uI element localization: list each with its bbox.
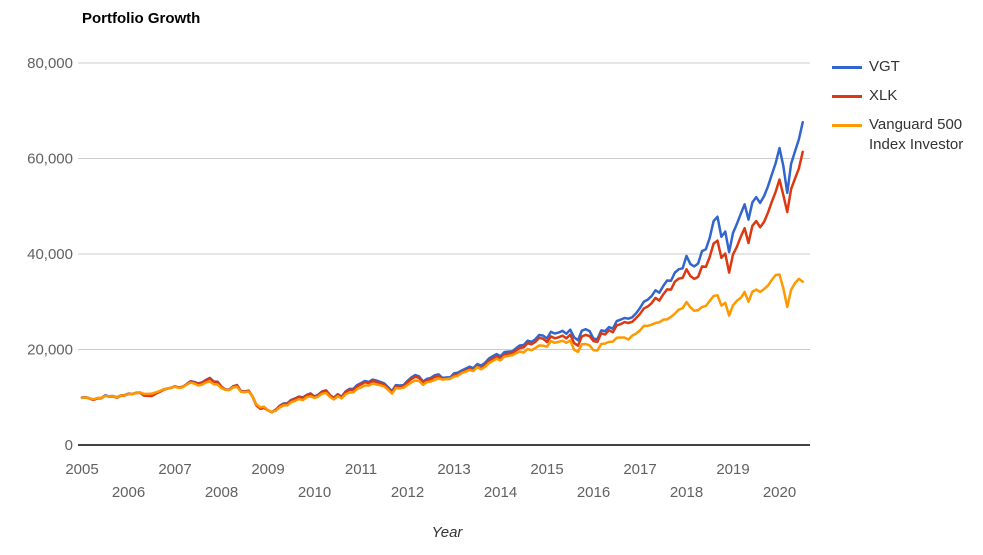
y-tick-label: 80,000 <box>27 55 73 72</box>
x-tick-label: 2013 <box>437 461 470 478</box>
legend-label: XLK <box>869 87 898 104</box>
x-tick-label: 2014 <box>484 484 517 501</box>
series-line-xlk <box>80 150 804 414</box>
x-tick-label: 2020 <box>763 484 796 501</box>
legend: VGT XLK Vanguard 500 Index Investor <box>832 57 982 164</box>
x-tick-label: 2009 <box>251 461 284 478</box>
legend-swatch <box>832 66 862 69</box>
y-tick-label: 0 <box>65 437 73 454</box>
series-lines <box>80 120 804 414</box>
x-tick-label: 2005 <box>65 461 98 478</box>
x-tick-label: 2017 <box>623 461 656 478</box>
legend-swatch <box>832 124 862 127</box>
x-axis-title: Year <box>432 524 464 541</box>
x-tick-label: 2019 <box>716 461 749 478</box>
legend-swatch <box>832 95 862 98</box>
x-tick-label: 2018 <box>670 484 703 501</box>
x-tick-label: 2012 <box>391 484 424 501</box>
x-tick-label: 2007 <box>158 461 191 478</box>
x-axis-labels: 2005 2006 2007 2008 2009 2010 2011 2012 2013 2014… <box>65 461 796 501</box>
x-tick-label: 2016 <box>577 484 610 501</box>
legend-item-vanguard-500-index-investor: Vanguard 500 Index Investor <box>832 115 982 155</box>
x-tick-label: 2015 <box>530 461 563 478</box>
legend-label: Vanguard 500 Index Investor <box>869 116 964 153</box>
chart-title: Portfolio Growth <box>82 10 201 27</box>
x-tick-label: 2008 <box>205 484 238 501</box>
legend-item-vgt: VGT <box>832 57 982 77</box>
x-tick-label: 2010 <box>298 484 331 501</box>
x-tick-label: 2006 <box>112 484 145 501</box>
legend-label: VGT <box>869 58 900 75</box>
y-tick-label: 60,000 <box>27 151 73 168</box>
y-axis-labels: 0 20,000 40,000 60,000 80,000 <box>27 55 73 454</box>
y-tick-label: 40,000 <box>27 246 73 263</box>
series-line-vgt <box>80 120 804 414</box>
gridlines <box>78 62 810 446</box>
x-tick-label: 2011 <box>345 461 377 478</box>
series-line-vanguard-500-index-investor <box>80 273 804 414</box>
legend-item-xlk: XLK <box>832 86 982 106</box>
y-tick-label: 20,000 <box>27 342 73 359</box>
